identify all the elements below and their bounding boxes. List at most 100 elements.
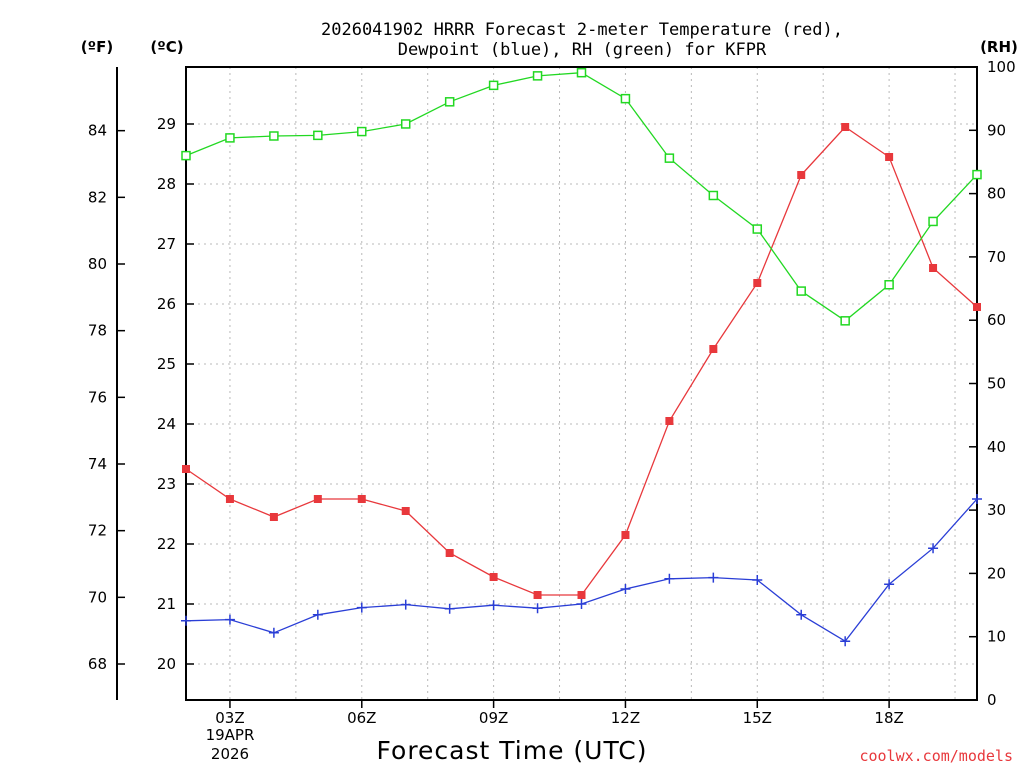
date-label-year: 2026 (211, 745, 249, 763)
rh-point (928, 216, 938, 227)
dewpoint-point (444, 603, 455, 614)
time-tick-label: 12Z (611, 709, 640, 727)
dewpoint-point (752, 575, 763, 585)
temperature-point (885, 153, 894, 161)
rh-point (840, 316, 850, 326)
rh-point (357, 126, 367, 137)
celsius-tick-label: 29 (157, 115, 176, 133)
rh-point (884, 280, 894, 290)
fahrenheit-tick-label: 74 (88, 455, 107, 473)
rh-point (400, 119, 411, 129)
dewpoint-point (268, 627, 279, 638)
dewpoint-point (224, 614, 235, 625)
temperature-point (401, 507, 410, 515)
time-tick-label: 09Z (479, 709, 508, 727)
rh-point (576, 67, 587, 78)
fahrenheit-tick-label: 82 (88, 188, 107, 206)
dewpoint-point (488, 600, 499, 611)
dewpoint-point (532, 603, 543, 614)
fahrenheit-tick-label: 80 (88, 255, 107, 273)
chart-title-line2: Dewpoint (blue), RH (green) for KFPR (398, 40, 767, 60)
rh-point (444, 97, 455, 107)
dewpoint-point (181, 615, 191, 626)
dewpoint-point (356, 602, 367, 613)
rh-point (620, 93, 631, 104)
rh-tick-label: 70 (987, 248, 1006, 266)
time-tick-label: 18Z (874, 709, 903, 727)
rh-tick-label: 80 (987, 185, 1006, 203)
rh-point (972, 169, 982, 180)
rh-tick-label: 40 (987, 438, 1006, 456)
rh-tick-label: 20 (987, 564, 1006, 582)
x-axis-title: Forecast Time (UTC) (377, 736, 648, 765)
temperature-point (841, 123, 850, 131)
temperature-point (269, 513, 278, 521)
rh-point (664, 153, 675, 163)
dewpoint-point (972, 494, 982, 504)
temperature-point (709, 345, 718, 353)
celsius-tick-label: 24 (157, 415, 176, 433)
chart-title-line1: 2026041902 HRRR Forecast 2-meter Tempera… (321, 20, 843, 40)
temperature-point (753, 279, 762, 287)
date-label-day: 19APR (206, 726, 255, 744)
time-tick-label: 03Z (215, 709, 244, 727)
celsius-tick-label: 26 (157, 295, 176, 313)
temperature-point (797, 171, 806, 179)
axes: 20 21 22 23 24 25 26 27 28 29 68 70 72 74 76 78 80 82 84 0 1… (88, 58, 1016, 727)
temperature-point (313, 495, 322, 503)
rh-tick-label: 100 (987, 58, 1016, 76)
temperature-point (445, 549, 454, 557)
temperature-point (225, 495, 234, 503)
rh-point (313, 130, 323, 141)
rh-line (185, 72, 978, 322)
rh-point (225, 133, 235, 143)
celsius-tick-label: 20 (157, 655, 176, 673)
fahrenheit-tick-label: 76 (88, 388, 107, 406)
celsius-tick-label: 23 (157, 475, 176, 493)
fahrenheit-tick-label: 84 (88, 122, 107, 140)
rh-tick-label: 30 (987, 501, 1006, 519)
fahrenheit-tick-label: 78 (88, 322, 107, 340)
celsius-unit-label: (ºC) (150, 38, 183, 56)
time-tick-label: 15Z (743, 709, 772, 727)
rh-point (269, 131, 279, 141)
dewpoint-point (576, 599, 587, 609)
temperature-point (357, 495, 366, 503)
rh-point (532, 71, 543, 81)
rh-point (488, 80, 499, 91)
rh-tick-label: 50 (987, 375, 1006, 393)
rh-tick-label: 10 (987, 628, 1006, 646)
celsius-tick-label: 25 (157, 355, 176, 373)
rh-point (181, 150, 191, 161)
rh-point (796, 286, 806, 296)
temperature-point (929, 264, 938, 272)
dewpoint-point (400, 599, 411, 610)
celsius-tick-label: 21 (157, 595, 176, 613)
temperature-point (489, 573, 498, 581)
dewpoint-point (664, 573, 675, 584)
fahrenheit-tick-label: 70 (88, 588, 107, 606)
rh-point (752, 224, 763, 234)
dewpoint-point (840, 636, 851, 647)
rh-unit-label: (RH) (980, 38, 1018, 56)
fahrenheit-tick-label: 72 (88, 522, 107, 540)
dewpoint-point (312, 609, 323, 620)
rh-tick-label: 0 (987, 691, 997, 709)
rh-tick-label: 90 (987, 121, 1006, 139)
celsius-tick-label: 28 (157, 175, 176, 193)
dewpoint-point (796, 609, 807, 620)
dewpoint-line (185, 498, 978, 643)
rh-point (708, 190, 719, 201)
dewpoint-point (884, 579, 895, 590)
rh-tick-label: 60 (987, 311, 1006, 329)
data-series (181, 67, 982, 647)
dewpoint-point (708, 572, 719, 583)
temperature-point (973, 303, 981, 311)
celsius-tick-label: 27 (157, 235, 176, 253)
site-credit: coolwx.com/models (859, 747, 1013, 765)
temperature-point (577, 591, 586, 599)
temperature-point (533, 591, 542, 599)
temperature-point (621, 531, 630, 539)
temperature-point (182, 465, 190, 473)
